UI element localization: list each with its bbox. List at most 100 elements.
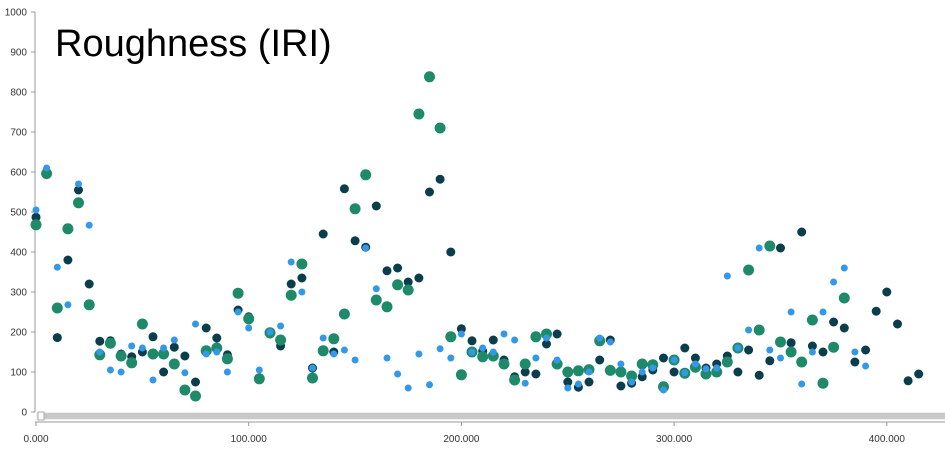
data-point-series-2[interactable] <box>190 390 201 402</box>
data-point-series-2[interactable] <box>338 308 350 320</box>
data-point-series-3[interactable] <box>170 336 178 344</box>
data-point-series-1[interactable] <box>212 333 222 343</box>
data-point-series-3[interactable] <box>106 366 114 374</box>
data-point-series-2[interactable] <box>73 197 84 209</box>
data-point-series-1[interactable] <box>542 339 551 349</box>
scrollbar-thumb[interactable] <box>44 413 945 419</box>
data-point-series-1[interactable] <box>754 370 764 380</box>
data-point-series-3[interactable] <box>702 365 710 373</box>
data-point-series-3[interactable] <box>340 346 348 354</box>
data-point-series-1[interactable] <box>467 336 477 346</box>
data-point-series-3[interactable] <box>479 344 487 352</box>
data-point-series-3[interactable] <box>298 288 306 296</box>
data-point-series-3[interactable] <box>255 366 263 374</box>
data-point-series-3[interactable] <box>713 364 721 372</box>
data-point-series-1[interactable] <box>95 336 105 346</box>
data-point-series-1[interactable] <box>435 174 445 184</box>
data-point-series-2[interactable] <box>434 122 446 134</box>
data-point-series-3[interactable] <box>660 386 667 394</box>
data-point-series-3[interactable] <box>511 336 519 344</box>
data-point-series-3[interactable] <box>649 364 657 372</box>
data-point-series-3[interactable] <box>330 350 338 358</box>
data-point-series-2[interactable] <box>413 108 425 120</box>
data-point-series-2[interactable] <box>743 264 755 276</box>
data-point-series-2[interactable] <box>275 334 287 346</box>
data-point-series-3[interactable] <box>372 285 380 293</box>
data-point-series-3[interactable] <box>75 180 82 188</box>
data-point-series-3[interactable] <box>404 384 412 392</box>
data-point-series-1[interactable] <box>403 277 413 287</box>
data-point-series-2[interactable] <box>41 168 53 180</box>
data-point-series-3[interactable] <box>319 334 327 342</box>
data-point-series-1[interactable] <box>680 343 690 353</box>
data-point-series-2[interactable] <box>806 314 818 326</box>
data-point-series-2[interactable] <box>392 279 404 291</box>
data-point-series-2[interactable] <box>509 374 521 386</box>
data-point-series-1[interactable] <box>871 306 881 316</box>
data-point-series-1[interactable] <box>382 266 392 276</box>
data-point-series-3[interactable] <box>351 356 359 364</box>
data-point-series-3[interactable] <box>117 368 125 376</box>
data-point-series-3[interactable] <box>766 346 774 354</box>
data-point-series-1[interactable] <box>839 323 849 333</box>
data-point-series-3[interactable] <box>745 326 753 334</box>
data-point-series-1[interactable] <box>446 247 456 257</box>
scrollbar-handle[interactable] <box>37 411 45 421</box>
data-point-series-3[interactable] <box>670 356 678 364</box>
data-point-series-1[interactable] <box>318 229 328 239</box>
data-point-series-3[interactable] <box>192 320 199 328</box>
data-point-series-1[interactable] <box>861 345 871 355</box>
data-point-series-2[interactable] <box>136 318 148 330</box>
data-point-series-2[interactable] <box>753 324 765 336</box>
data-point-series-3[interactable] <box>394 370 402 378</box>
data-point-series-3[interactable] <box>138 344 146 352</box>
data-point-series-1[interactable] <box>201 323 211 333</box>
data-point-series-2[interactable] <box>477 351 489 363</box>
data-point-series-1[interactable] <box>456 324 466 334</box>
data-point-series-1[interactable] <box>807 341 817 351</box>
data-point-series-1[interactable] <box>776 243 785 253</box>
data-point-series-1[interactable] <box>829 317 839 327</box>
data-point-series-1[interactable] <box>74 185 83 195</box>
data-point-series-3[interactable] <box>521 379 529 387</box>
data-point-series-2[interactable] <box>615 366 627 378</box>
data-point-series-2[interactable] <box>232 287 244 299</box>
data-point-series-3[interactable] <box>245 324 253 332</box>
data-point-series-2[interactable] <box>796 356 808 368</box>
data-point-series-1[interactable] <box>914 369 924 379</box>
data-point-series-3[interactable] <box>553 356 561 364</box>
data-point-series-2[interactable] <box>62 223 74 235</box>
data-point-series-3[interactable] <box>181 369 189 377</box>
data-point-series-3[interactable] <box>277 322 285 330</box>
data-point-series-3[interactable] <box>638 368 646 376</box>
data-point-series-1[interactable] <box>893 319 902 329</box>
data-point-series-3[interactable] <box>606 338 614 346</box>
data-point-series-3[interactable] <box>287 258 295 266</box>
data-point-series-2[interactable] <box>179 384 191 396</box>
data-point-series-1[interactable] <box>31 212 41 222</box>
data-point-series-2[interactable] <box>115 350 127 362</box>
data-point-series-3[interactable] <box>819 308 827 316</box>
data-point-series-1[interactable] <box>414 273 424 283</box>
data-point-series-2[interactable] <box>519 358 531 370</box>
data-point-series-1[interactable] <box>52 333 62 343</box>
data-point-series-2[interactable] <box>51 302 63 314</box>
data-point-series-3[interactable] <box>691 360 699 368</box>
data-point-series-2[interactable] <box>455 369 467 381</box>
data-point-series-3[interactable] <box>755 244 763 252</box>
data-point-series-2[interactable] <box>360 169 372 181</box>
data-point-series-3[interactable] <box>851 348 859 356</box>
data-point-series-3[interactable] <box>468 348 476 356</box>
data-point-series-2[interactable] <box>785 346 797 358</box>
data-point-series-2[interactable] <box>764 240 776 252</box>
data-point-series-3[interactable] <box>564 384 572 392</box>
data-point-series-2[interactable] <box>147 348 159 360</box>
data-point-series-1[interactable] <box>371 201 381 211</box>
data-point-series-3[interactable] <box>383 354 391 362</box>
data-point-series-1[interactable] <box>531 369 541 379</box>
data-point-series-3[interactable] <box>457 330 465 338</box>
data-point-series-2[interactable] <box>604 364 616 376</box>
data-point-series-2[interactable] <box>221 353 233 365</box>
data-point-series-2[interactable] <box>402 284 414 296</box>
data-point-series-3[interactable] <box>53 263 61 271</box>
